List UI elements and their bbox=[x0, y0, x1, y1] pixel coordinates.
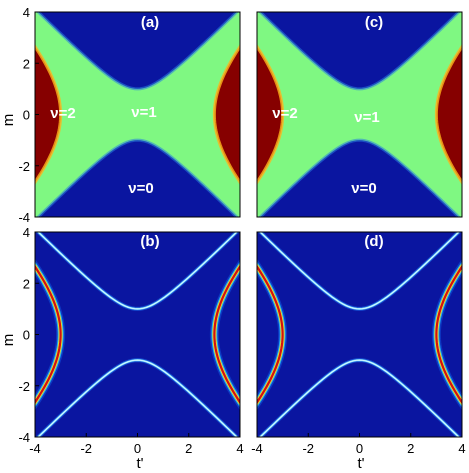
boundary-curve-inner bbox=[37, 232, 238, 310]
y-axis-label-top: m bbox=[0, 114, 17, 127]
x-tick-label: -4 bbox=[251, 441, 263, 456]
y-tick-label: 4 bbox=[23, 5, 30, 20]
x-tick-label: 0 bbox=[356, 441, 363, 456]
y-tick-label: -2 bbox=[18, 379, 30, 394]
x-tick-label: -4 bbox=[29, 441, 41, 456]
region-label-nu2: ν=2 bbox=[50, 105, 75, 122]
region-label-nu0: ν=0 bbox=[351, 180, 376, 197]
heatmap-background bbox=[257, 232, 462, 437]
panel-a-heatmap bbox=[35, 12, 240, 217]
x-tick-label: 0 bbox=[134, 441, 141, 456]
x-tick-label: 4 bbox=[236, 441, 243, 456]
x-tick-label: 2 bbox=[185, 441, 192, 456]
region-nu2-left bbox=[257, 44, 285, 185]
boundary-curve-outer bbox=[257, 264, 284, 405]
x-tick-label: 2 bbox=[407, 441, 414, 456]
panel-a: (a) ν=2 ν=1 ν=0 bbox=[34, 11, 241, 218]
boundary-curve-inner bbox=[259, 232, 460, 310]
region-label-nu0: ν=0 bbox=[128, 180, 153, 197]
panel-c-heatmap bbox=[257, 12, 462, 217]
x-tick-label: -2 bbox=[302, 441, 314, 456]
boundary-curve-outer bbox=[435, 264, 462, 405]
region-nu0-top bbox=[36, 12, 239, 91]
x-tick-label: -2 bbox=[80, 441, 92, 456]
y-tick-label: 2 bbox=[23, 56, 30, 71]
boundary-curve-outer bbox=[35, 264, 62, 405]
x-axis-label-left: t' bbox=[136, 455, 143, 472]
panel-b-heatmap bbox=[35, 232, 240, 437]
region-label-nu1: ν=1 bbox=[131, 104, 156, 121]
region-nu0-top bbox=[258, 12, 461, 91]
y-tick-label: 2 bbox=[23, 276, 30, 291]
region-nu2-right bbox=[434, 44, 462, 185]
y-tick-label: -4 bbox=[18, 430, 30, 445]
panel-b: (b) bbox=[34, 231, 241, 438]
x-axis-label-right: t' bbox=[357, 455, 364, 472]
y-tick-label: -4 bbox=[18, 210, 30, 225]
y-tick-label: 0 bbox=[23, 328, 30, 343]
boundary-curve-inner bbox=[37, 359, 238, 437]
panel-a-label: (a) bbox=[141, 14, 159, 31]
region-label-nu2: ν=2 bbox=[272, 105, 297, 122]
panel-c-label: (c) bbox=[365, 14, 383, 31]
panel-d-label: (d) bbox=[364, 233, 383, 250]
region-label-nu1: ν=1 bbox=[354, 109, 379, 126]
region-nu0-bottom bbox=[36, 138, 239, 217]
y-tick-label: -2 bbox=[18, 159, 30, 174]
y-tick-label: 4 bbox=[23, 225, 30, 240]
region-nu2-right bbox=[212, 44, 240, 185]
panel-b-label: (b) bbox=[140, 233, 159, 250]
panel-d: (d) bbox=[256, 231, 463, 438]
panel-d-heatmap bbox=[257, 232, 462, 437]
heatmap-background bbox=[35, 232, 240, 437]
panel-c-frame bbox=[256, 11, 463, 218]
y-axis-label-bottom: m bbox=[0, 334, 17, 347]
boundary-curve-outer bbox=[213, 264, 240, 405]
x-tick-label: 4 bbox=[458, 441, 465, 456]
panel-c: (c) ν=2 ν=1 ν=0 bbox=[256, 11, 463, 218]
boundary-curve-inner bbox=[259, 359, 460, 437]
y-tick-label: 0 bbox=[23, 108, 30, 123]
region-nu0-bottom bbox=[258, 138, 461, 217]
region-nu2-left bbox=[35, 44, 63, 185]
